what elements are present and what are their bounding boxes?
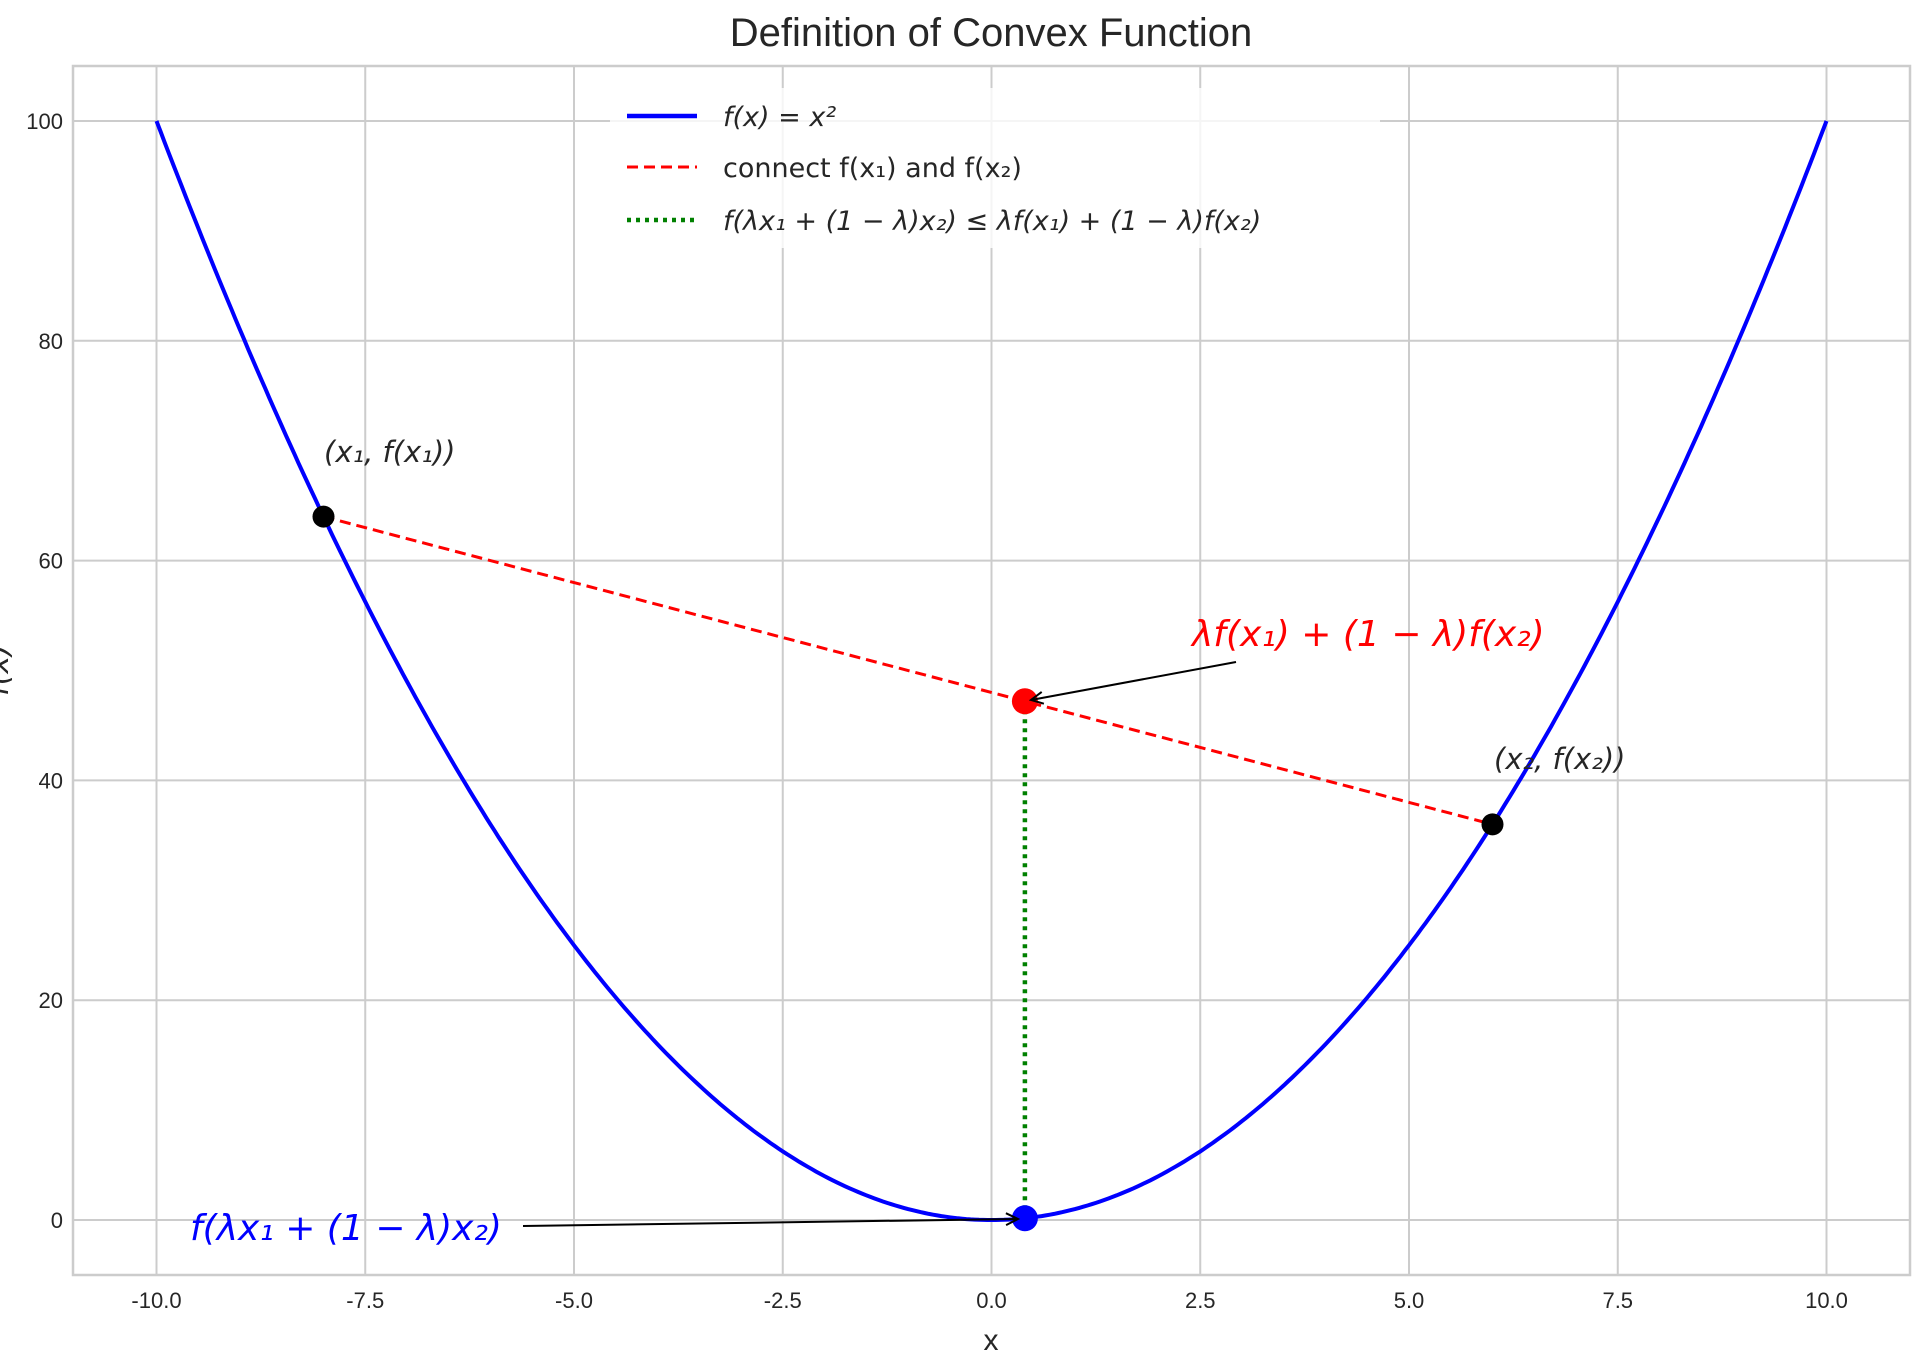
data-point [1481,813,1504,836]
x-tick-label: 2.5 [1185,1288,1216,1313]
point-label-x2: (x₂, f(x₂)) [1494,742,1625,776]
x-ticks: -10.0 -7.5 -5.0 -2.5 0.0 2.5 5.0 7.5 10.0 [131,1288,1847,1313]
annotation-arrow-curve [522,1219,1018,1227]
x-tick-label: 0.0 [976,1288,1007,1313]
y-tick-label: 100 [26,109,63,134]
x-axis-label: x [984,1324,999,1357]
x-tick-label: 5.0 [1394,1288,1425,1313]
y-ticks: 0 20 40 60 80 100 [26,109,63,1233]
y-tick-label: 40 [39,768,63,793]
grid [73,66,1910,1275]
x-tick-label: -10.0 [131,1288,181,1313]
x-tick-label: -2.5 [764,1288,802,1313]
x-tick-label: -7.5 [346,1288,384,1313]
x-tick-label: 10.0 [1805,1288,1848,1313]
legend: f(x) = x² connect f(x₁) and f(x₂) f(λx₁ … [610,88,1380,248]
y-tick-label: 60 [39,549,63,574]
chart-title: Definition of Convex Function [730,11,1253,55]
x-tick-label: 7.5 [1602,1288,1633,1313]
y-axis-label: f(x) [0,644,16,696]
data-point [1011,688,1038,715]
x-tick-label: -5.0 [555,1288,593,1313]
legend-label-chord: connect f(x₁) and f(x₂) [723,153,1022,184]
y-tick-label: 0 [51,1208,63,1233]
axes-frame [71,64,1912,1277]
chord-line [323,515,1493,826]
y-tick-label: 20 [39,988,63,1013]
annotation-arrow-chord [1031,661,1237,700]
annotation-function-value: f(λx₁ + (1 − λ)x₂) [190,1208,502,1249]
annotation-chord-value: λf(x₁) + (1 − λ)f(x₂) [1190,614,1545,655]
legend-label-curve: f(x) = x² [723,102,836,133]
y-tick-label: 80 [39,329,63,354]
point-label-x1: (x₁, f(x₁)) [324,435,455,469]
legend-label-vertical: f(λx₁ + (1 − λ)x₂) ≤ λf(x₁) + (1 − λ)f(x… [723,206,1261,237]
data-point [312,505,335,528]
